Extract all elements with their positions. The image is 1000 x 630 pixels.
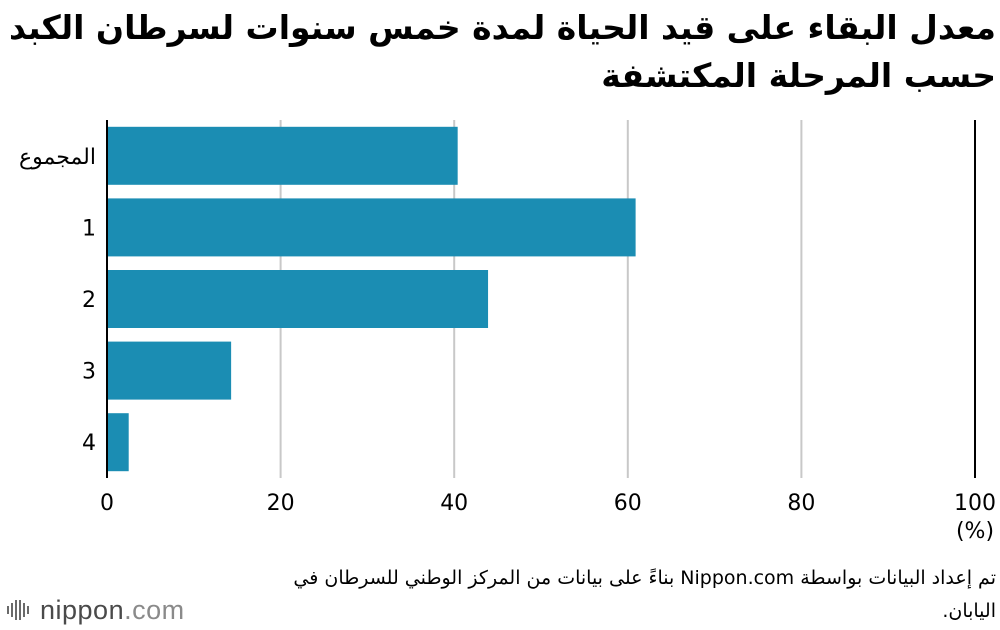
nippon-logo: nippon .com (6, 592, 185, 628)
x-tick-label: 100 (954, 491, 996, 516)
category-label: 2 (82, 288, 96, 313)
x-tick-label: 60 (614, 491, 642, 516)
x-tick-label: 40 (440, 491, 468, 516)
x-unit-label: (%) (956, 519, 994, 544)
source-note: تم إعداد البيانات بواسطة Nippon.com بناء… (293, 567, 996, 622)
bar (107, 270, 489, 328)
bar-chart: 0 20 40 60 80 100 (%) المجموع 1 2 3 4 (19, 120, 996, 544)
category-label: المجموع (19, 145, 96, 170)
category-label: 4 (82, 431, 96, 456)
logo-tld: .com (124, 594, 185, 625)
bar (107, 413, 129, 472)
chart-title: معدل البقاء على قيد الحياة لمدة خمس سنوا… (9, 8, 996, 95)
category-label: 1 (82, 216, 96, 241)
x-tick-label: 20 (267, 491, 295, 516)
category-label: 3 (82, 360, 96, 385)
x-tick-label: 80 (787, 491, 815, 516)
logo-brand: nippon (40, 594, 125, 625)
bar (107, 126, 458, 185)
bar (107, 341, 232, 400)
nippon-logo-icon (7, 600, 29, 620)
bar (107, 198, 636, 257)
x-tick-label: 0 (100, 491, 114, 516)
